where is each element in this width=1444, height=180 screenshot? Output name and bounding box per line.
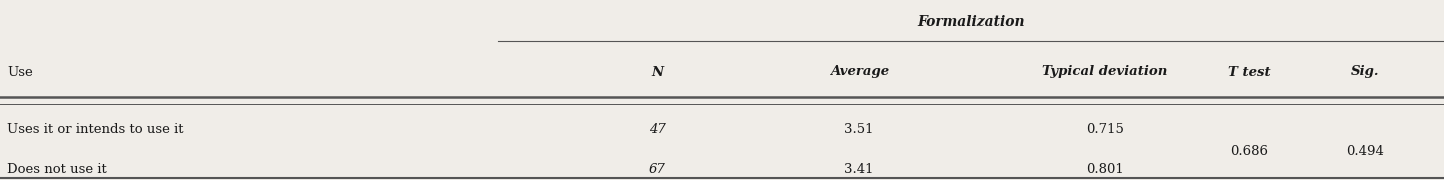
Text: Sig.: Sig. xyxy=(1350,66,1379,78)
Text: 0.715: 0.715 xyxy=(1086,123,1123,136)
Text: Use: Use xyxy=(7,66,33,78)
Text: 3.51: 3.51 xyxy=(845,123,874,136)
Text: Does not use it: Does not use it xyxy=(7,163,107,176)
Text: Formalization: Formalization xyxy=(917,15,1025,29)
Text: 0.801: 0.801 xyxy=(1086,163,1123,176)
Text: 0.686: 0.686 xyxy=(1230,145,1268,158)
Text: 3.41: 3.41 xyxy=(845,163,874,176)
Text: 0.494: 0.494 xyxy=(1346,145,1383,158)
Text: Uses it or intends to use it: Uses it or intends to use it xyxy=(7,123,183,136)
Text: Typical deviation: Typical deviation xyxy=(1043,66,1167,78)
Text: 67: 67 xyxy=(648,163,666,176)
Text: Average: Average xyxy=(830,66,888,78)
Text: 47: 47 xyxy=(648,123,666,136)
Text: N: N xyxy=(651,66,663,78)
Text: T test: T test xyxy=(1227,66,1271,78)
